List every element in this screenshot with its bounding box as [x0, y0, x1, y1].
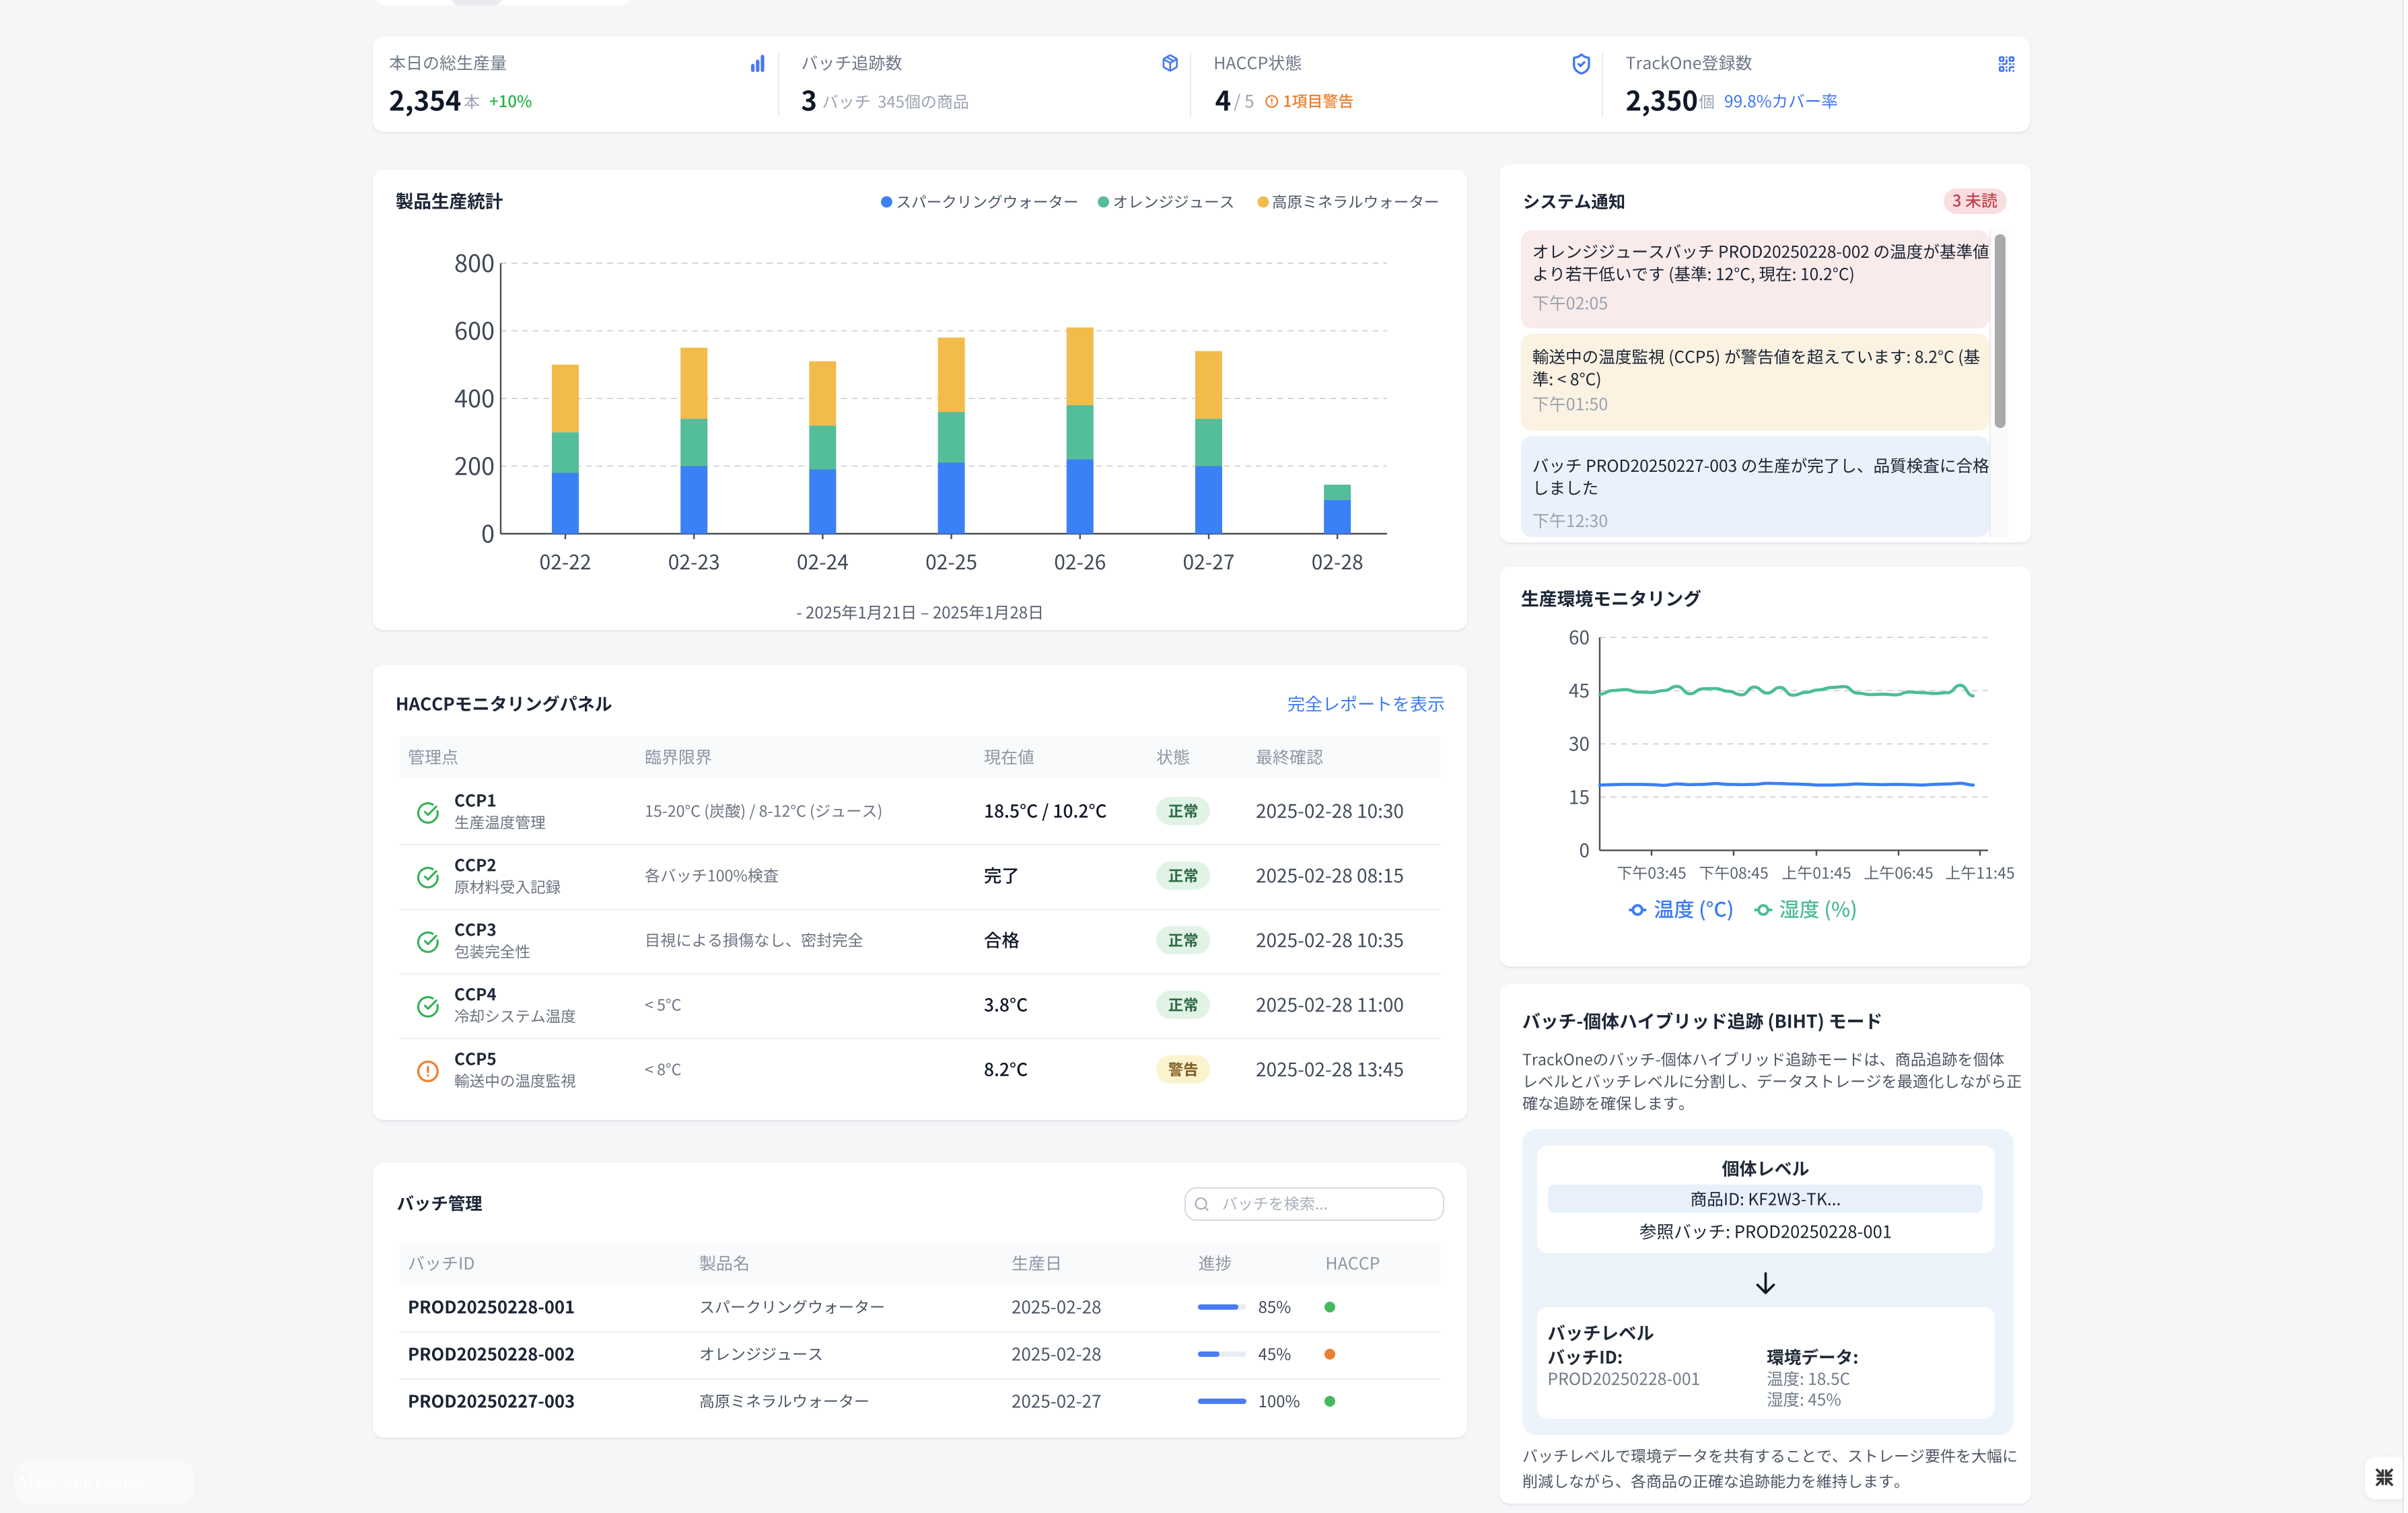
- svg-text:Made with Claude: Made with Claude: [19, 1473, 143, 1491]
